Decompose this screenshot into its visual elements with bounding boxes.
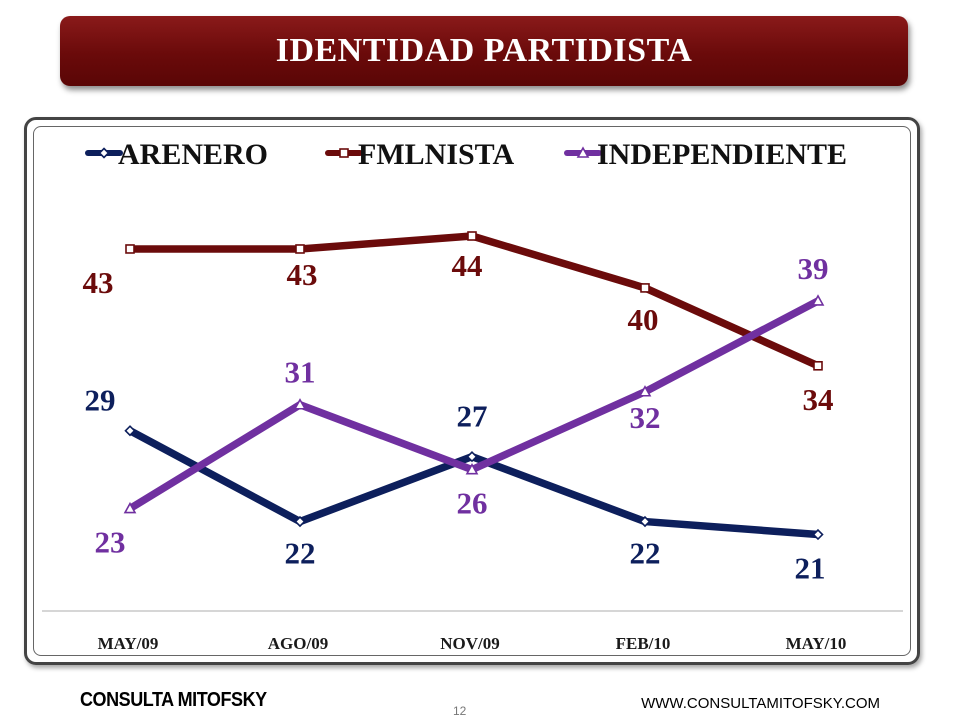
series-independiente: 23 31 26 32 39 bbox=[95, 251, 829, 560]
page-title: IDENTIDAD PARTIDISTA bbox=[275, 32, 693, 69]
data-label-independiente-3: 26 bbox=[457, 486, 488, 521]
data-point-arenero-5 bbox=[812, 528, 824, 541]
x-tick-label-may-09: MAY/09 bbox=[98, 634, 159, 653]
legend-label-independiente: INDEPENDIENTE bbox=[597, 138, 847, 171]
data-point-fmlnista-2 bbox=[295, 244, 305, 254]
legend-label-fmlnista: FMLNISTA bbox=[358, 138, 514, 171]
data-point-fmlnista-3 bbox=[467, 231, 477, 241]
footer-website[interactable]: WWW.CONSULTAMITOFSKY.COM bbox=[641, 695, 880, 712]
data-point-arenero-2 bbox=[294, 515, 306, 528]
x-tick-label-feb-10: FEB/10 bbox=[616, 634, 671, 653]
footer-brand: CONSULTA MITOFSKY bbox=[80, 689, 267, 711]
legend-entry-arenero: ARENERO bbox=[85, 138, 268, 171]
title-banner: IDENTIDAD PARTIDISTA bbox=[60, 16, 908, 86]
data-point-arenero-1 bbox=[124, 425, 136, 437]
chart-frame bbox=[24, 117, 920, 665]
data-point-independiente-2 bbox=[293, 398, 307, 410]
data-point-fmlnista-1 bbox=[125, 244, 135, 254]
data-label-fmlnista-1: 43 bbox=[83, 265, 114, 300]
x-tick-label-nov-09: NOV/09 bbox=[440, 634, 500, 653]
x-tick-label-may-10: MAY/10 bbox=[786, 634, 847, 653]
data-label-fmlnista-5: 34 bbox=[803, 382, 834, 417]
legend-marker-independiente bbox=[576, 146, 590, 158]
data-label-arenero-5: 21 bbox=[795, 551, 826, 586]
data-point-independiente-5 bbox=[811, 294, 825, 306]
data-point-arenero-3 bbox=[466, 451, 478, 463]
data-label-independiente-4: 32 bbox=[630, 400, 661, 435]
legend-entry-fmlnista: FMLNISTA bbox=[325, 138, 514, 171]
data-point-independiente-3 bbox=[465, 462, 479, 475]
x-tick-label-ago-09: AGO/09 bbox=[268, 634, 328, 653]
page-number: 12 bbox=[453, 704, 467, 718]
data-label-independiente-5: 39 bbox=[798, 251, 829, 286]
data-point-fmlnista-4 bbox=[640, 283, 650, 293]
data-label-fmlnista-3: 44 bbox=[452, 248, 483, 283]
data-label-independiente-1: 23 bbox=[95, 525, 126, 560]
series-fmlnista: 43 43 44 40 34 bbox=[83, 231, 834, 417]
data-label-arenero-4: 22 bbox=[630, 536, 661, 571]
data-point-independiente-1 bbox=[123, 501, 137, 514]
data-label-fmlnista-2: 43 bbox=[287, 257, 318, 292]
data-label-arenero-3: 27 bbox=[457, 399, 488, 434]
legend-entry-independiente: INDEPENDIENTE bbox=[564, 138, 847, 171]
data-label-independiente-2: 31 bbox=[285, 355, 316, 390]
data-point-independiente-4 bbox=[638, 385, 652, 397]
data-label-arenero-2: 22 bbox=[285, 536, 316, 571]
data-label-arenero-1: 29 bbox=[85, 383, 116, 418]
data-point-arenero-4 bbox=[639, 515, 651, 528]
legend-marker-fmlnista bbox=[339, 148, 349, 158]
data-point-fmlnista-5 bbox=[813, 360, 823, 371]
data-label-fmlnista-4: 40 bbox=[628, 302, 659, 337]
series-arenero: 29 22 27 22 21 bbox=[85, 383, 826, 586]
chart-frame-inner bbox=[33, 126, 911, 656]
legend-label-arenero: ARENERO bbox=[118, 138, 268, 171]
legend-marker-arenero bbox=[98, 147, 110, 159]
